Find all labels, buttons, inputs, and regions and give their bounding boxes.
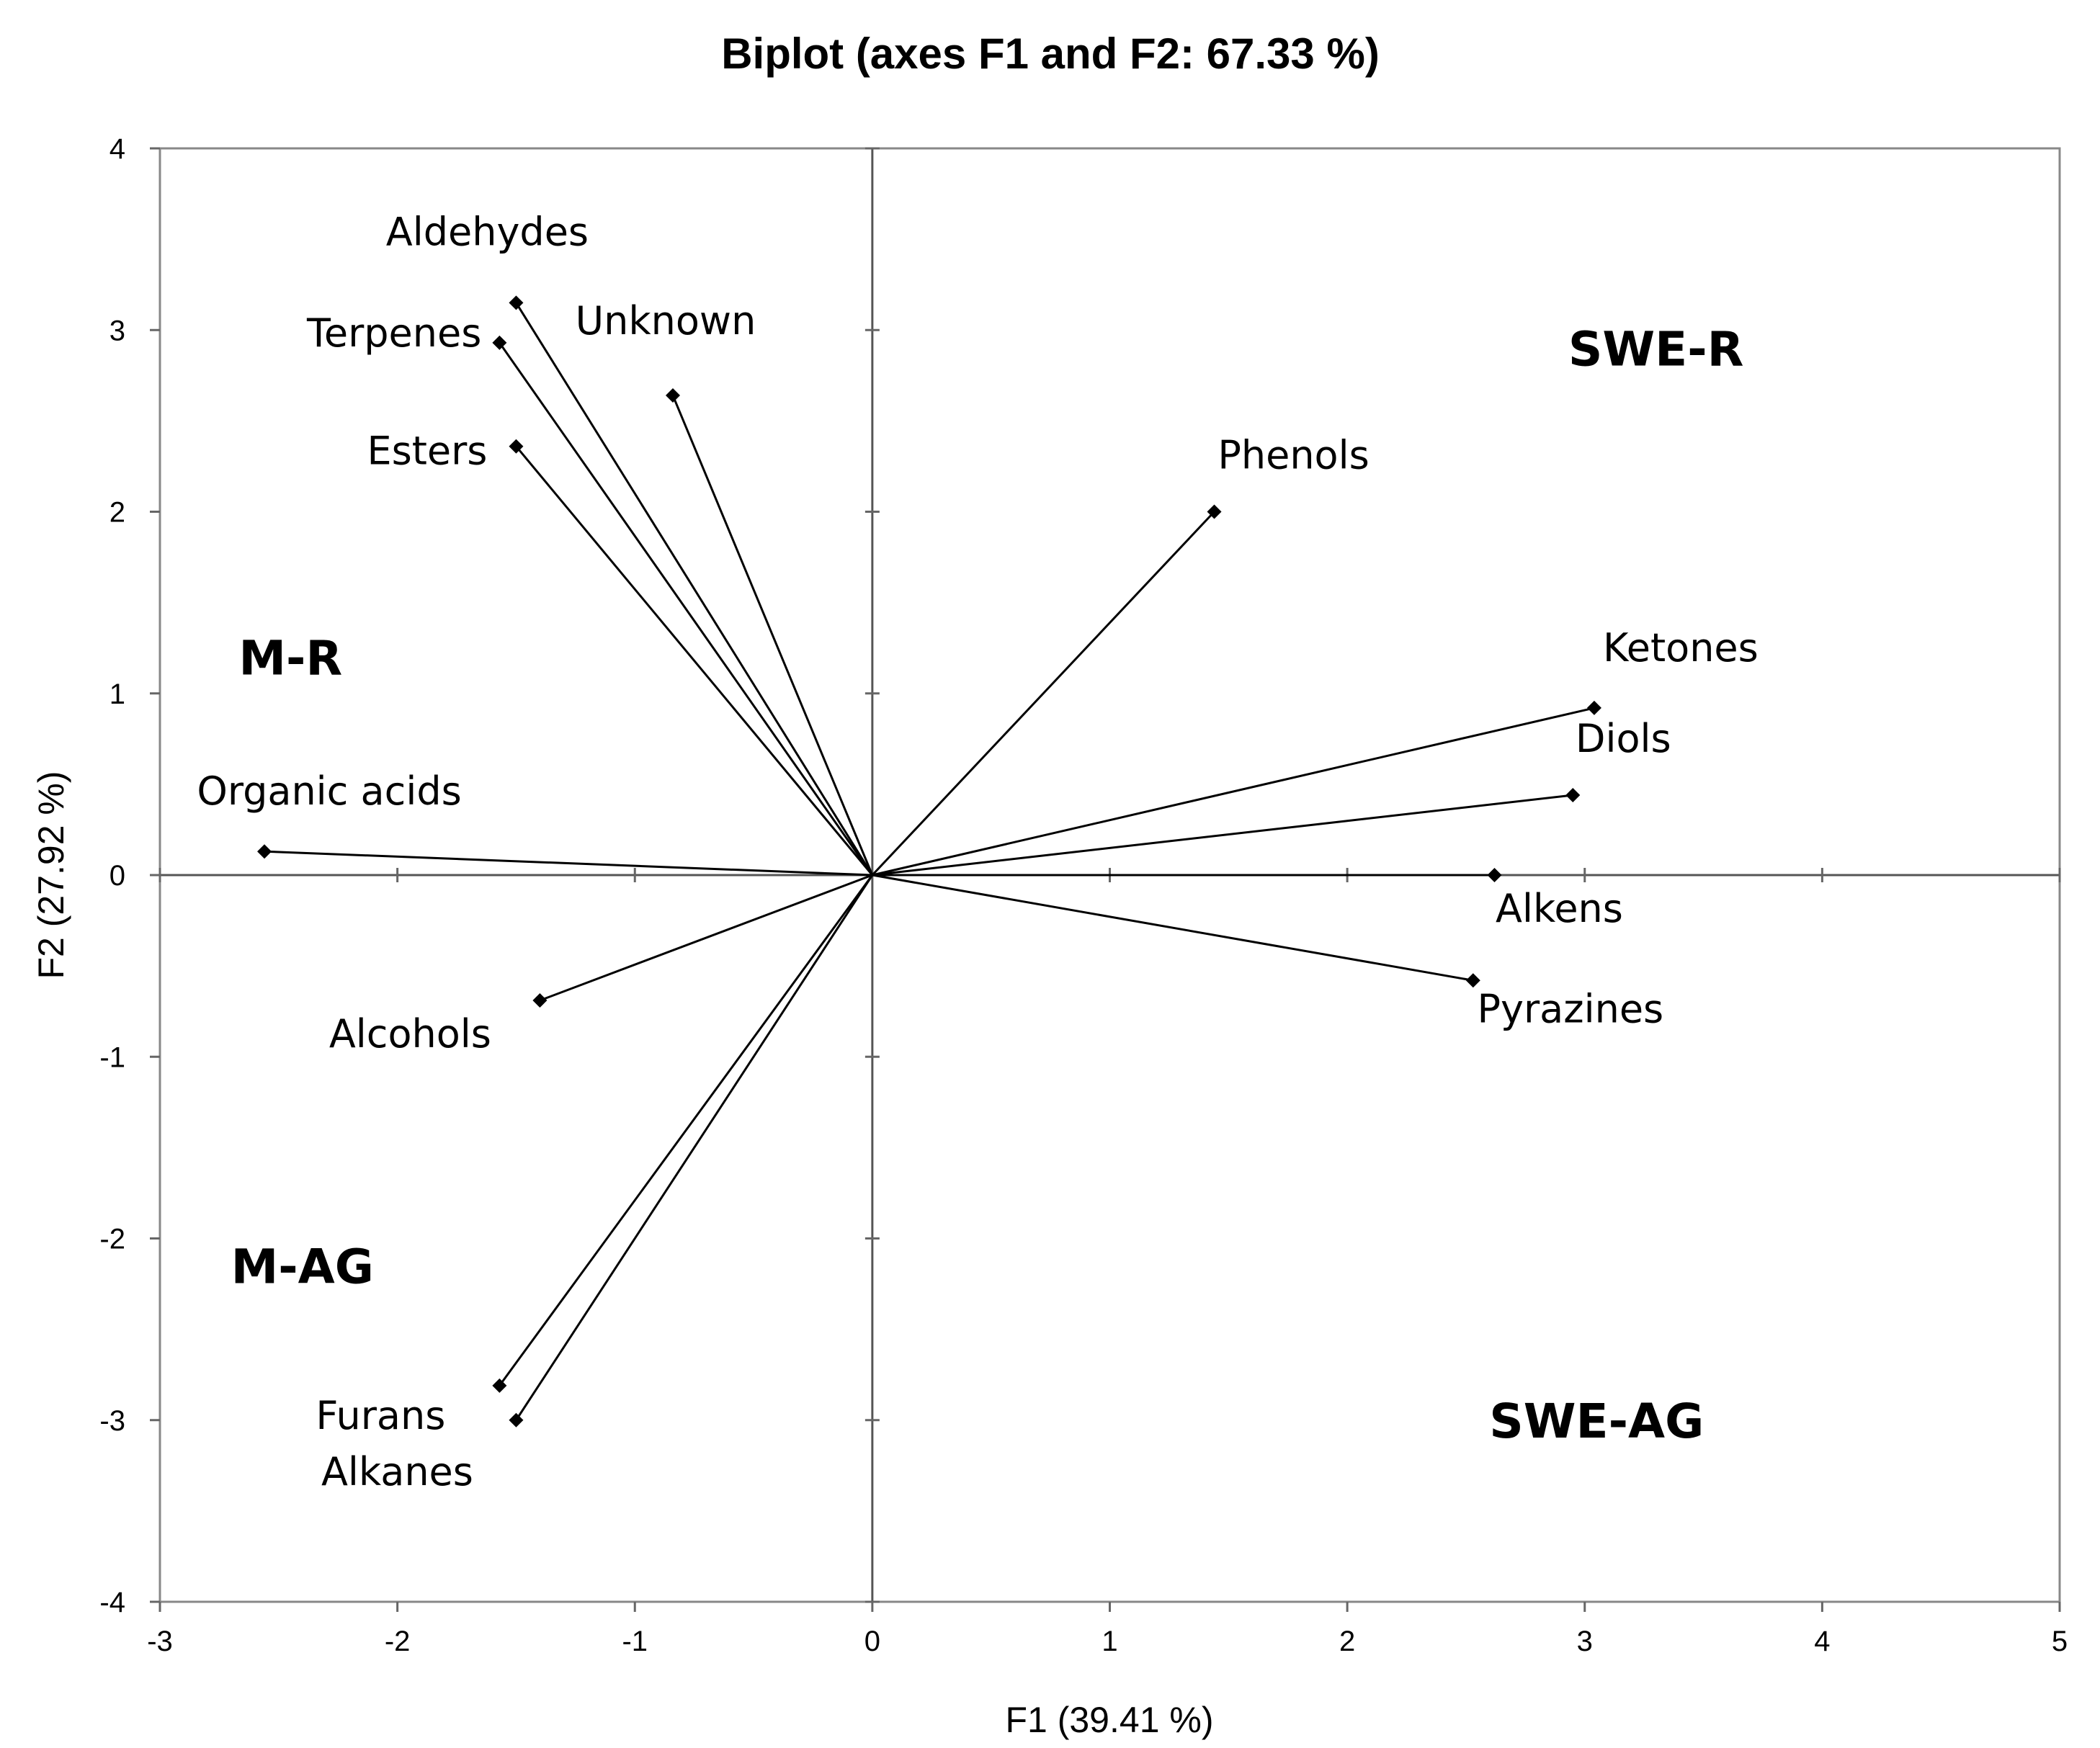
variable-labels: Aldehydes Terpenes Unknown Esters Phenols Ket… [197, 209, 1758, 1494]
group-m-ag: M-AG [231, 1239, 374, 1294]
y-axis-title: F2 (27.92 %) [31, 771, 71, 979]
label-phenols: Phenols [1217, 433, 1369, 478]
x-axis-title: F1 (39.41 %) [1005, 1700, 1213, 1740]
label-alkanes: Alkanes [321, 1449, 473, 1494]
label-unknown: Unknown [576, 298, 756, 344]
point-diols [1565, 788, 1581, 803]
point-furans [492, 1378, 507, 1393]
vector-unknown [671, 395, 874, 876]
label-terpenes: Terpenes [306, 310, 481, 356]
point-ketones [1586, 700, 1601, 715]
x-tick-label: 2 [1339, 1626, 1355, 1657]
point-alcohols [532, 993, 548, 1008]
label-furans: Furans [316, 1393, 445, 1438]
x-tick-label: -3 [147, 1626, 173, 1657]
label-diols: Diols [1576, 716, 1671, 761]
point-phenols [1207, 504, 1222, 519]
point-alkens [1487, 868, 1502, 882]
y-tick-label: -3 [99, 1405, 125, 1437]
x-tick-label: 5 [2052, 1626, 2068, 1657]
vector-terpenes [499, 342, 874, 876]
group-swe-r: SWE-R [1568, 321, 1744, 377]
y-tick-label: 0 [110, 860, 125, 892]
group-labels: SWE-R M-R M-AG SWE-AG [231, 321, 1744, 1448]
point-terpenes [492, 335, 507, 350]
y-tick-label: -4 [99, 1587, 125, 1618]
vector-alkanes [515, 874, 874, 1421]
x-tick-label: 4 [1814, 1626, 1830, 1657]
label-alcohols: Alcohols [329, 1011, 491, 1057]
point-aldehydes [509, 295, 524, 310]
y-tick-label: 4 [110, 133, 125, 165]
label-alkens: Alkens [1496, 886, 1623, 931]
chart-title: Biplot (axes F1 and F2: 67.33 %) [721, 30, 1380, 78]
x-tick-label: -1 [622, 1626, 648, 1657]
point-alkanes [509, 1412, 524, 1427]
point-organic-acids [257, 844, 272, 859]
x-tick-label: -2 [385, 1626, 411, 1657]
point-esters [509, 439, 524, 454]
label-ketones: Ketones [1603, 625, 1759, 671]
point-pyrazines [1465, 973, 1480, 988]
x-tick-label: 0 [864, 1626, 880, 1657]
group-m-r: M-R [238, 630, 342, 686]
vector-organic-acids [264, 850, 872, 877]
y-tick-label: -1 [99, 1041, 125, 1073]
variable-vectors [257, 295, 1601, 1427]
label-organic-acids: Organic acids [197, 768, 461, 814]
vector-furans [499, 874, 874, 1386]
vector-diols [872, 794, 1573, 877]
y-tick-label: -2 [99, 1224, 125, 1255]
vector-ketones [872, 707, 1595, 877]
y-tick-label: 3 [110, 315, 125, 346]
vector-phenols [871, 511, 1215, 877]
axis-ticks: -3 -2 -1 0 1 2 3 4 5 -4 -3 -2 -1 0 1 2 3 4 [99, 133, 2068, 1657]
vector-pyrazines [872, 874, 1474, 982]
label-pyrazines: Pyrazines [1477, 986, 1663, 1031]
point-unknown [665, 388, 680, 403]
vector-alcohols [539, 874, 873, 1002]
label-aldehydes: Aldehydes [386, 209, 589, 254]
group-swe-ag: SWE-AG [1489, 1394, 1704, 1449]
x-tick-label: 1 [1102, 1626, 1117, 1657]
vector-esters [515, 445, 874, 876]
x-tick-label: 3 [1577, 1626, 1593, 1657]
y-tick-label: 2 [110, 497, 125, 529]
vector-aldehydes [515, 302, 874, 876]
y-tick-label: 1 [110, 678, 125, 710]
label-esters: Esters [367, 429, 487, 474]
